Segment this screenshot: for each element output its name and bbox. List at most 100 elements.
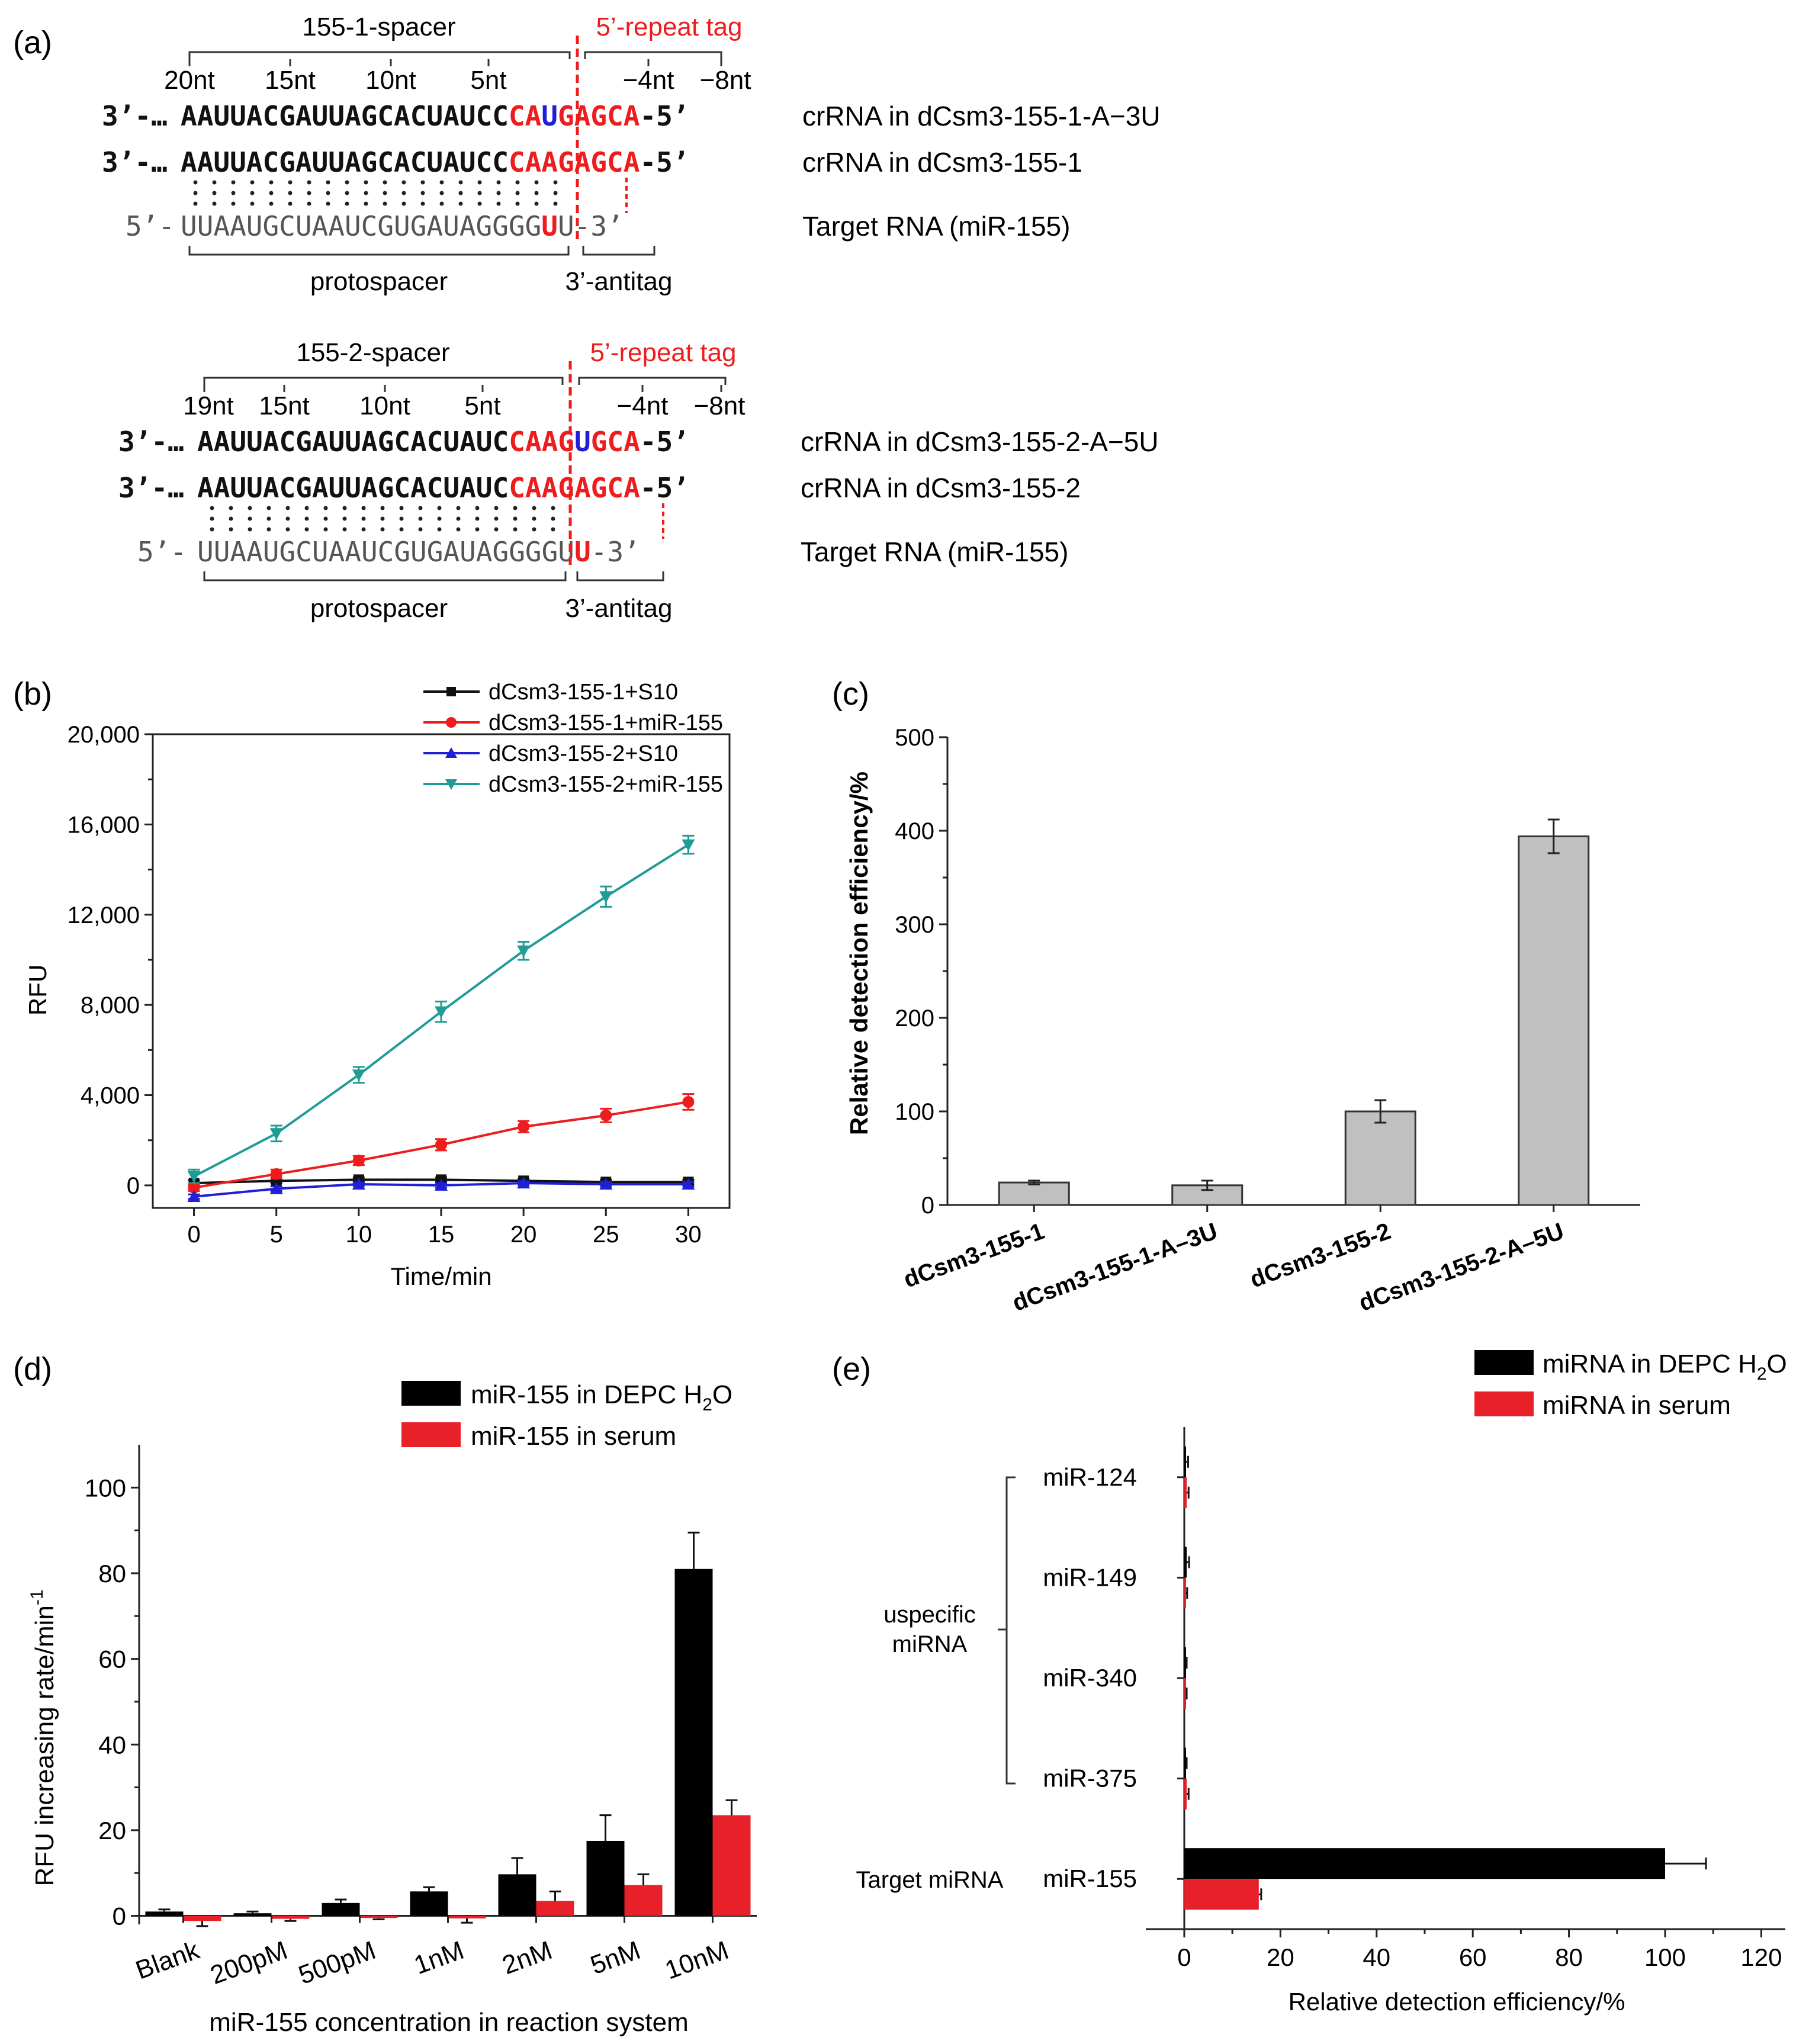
data-point xyxy=(187,1171,201,1183)
y-tick-label: miR-155 xyxy=(1043,1865,1137,1892)
base-pair-dot xyxy=(380,516,385,521)
base-pair-dot xyxy=(193,191,198,195)
bar xyxy=(322,1902,360,1916)
x-axis-title: Time/min xyxy=(390,1262,491,1290)
y-tick-label: miR-340 xyxy=(1043,1664,1137,1692)
y-tick-label: 40 xyxy=(98,1731,126,1759)
base-pair-dot xyxy=(210,506,214,510)
group-label-nonspecific: uspecific xyxy=(883,1602,976,1628)
x-axis-title: miR-155 concentration in reaction system xyxy=(209,2008,688,2037)
bar xyxy=(1184,1647,1186,1678)
legend-label: miRNA in DEPC H2O xyxy=(1543,1349,1787,1384)
bar xyxy=(410,1891,448,1916)
bar xyxy=(586,1840,625,1916)
base-pair-dot xyxy=(494,506,499,510)
crrna-sequence-row2: 3’-… AAUUACGAUUAGCACUAUCCCAAGAGCA-5’ xyxy=(102,146,689,178)
base-pair-dot xyxy=(399,506,404,510)
base-pair-dot xyxy=(229,506,233,510)
tick-label: 15nt xyxy=(259,391,310,420)
repeat-tag-label-top: 5’-repeat tag xyxy=(596,12,742,41)
y-tick-label: 80 xyxy=(98,1560,126,1587)
base-pair-dot xyxy=(248,506,252,510)
base-pair-dot xyxy=(456,506,461,510)
x-tick-label: 20 xyxy=(1267,1943,1294,1971)
base-pair-dot xyxy=(383,180,387,185)
x-tick-label: 25 xyxy=(593,1222,619,1248)
base-pair-dot xyxy=(532,506,536,510)
error-bar xyxy=(158,1908,171,1912)
base-pair-dot xyxy=(250,191,255,195)
data-point xyxy=(682,839,695,851)
bar xyxy=(145,1911,184,1916)
panel-d: (d) miR-155 in DEPC H2O miR-155 in serum… xyxy=(13,1351,757,2037)
base-pair-dot xyxy=(364,201,368,206)
y-tick-label: 100 xyxy=(85,1474,126,1502)
y-tick-label: 500 xyxy=(895,725,934,751)
legend-swatch-black xyxy=(1474,1350,1534,1375)
antitag-bracket-top xyxy=(582,246,656,256)
base-pair-dot xyxy=(323,516,328,521)
x-tick-label: 5nM xyxy=(587,1936,644,1980)
base-pair-dot xyxy=(212,201,217,206)
error-bar xyxy=(549,1890,561,1901)
base-pair-dot xyxy=(345,191,349,195)
error-bar xyxy=(1187,1486,1190,1499)
data-point xyxy=(187,1190,201,1202)
x-tick-label: 200pM xyxy=(207,1936,291,1990)
error-bar xyxy=(511,1857,523,1875)
x-tick-label: Blank xyxy=(132,1936,204,1985)
data-point xyxy=(599,891,613,904)
error-bar xyxy=(1187,1556,1190,1569)
base-pair-dot xyxy=(477,191,482,195)
protospacer-label-top: protospacer xyxy=(310,267,448,296)
data-point xyxy=(518,1120,530,1133)
base-pair-dot xyxy=(401,191,406,195)
base-pair-dot xyxy=(307,180,311,185)
y-axis-title: RFU xyxy=(24,965,52,1015)
crrna-name-row2: crRNA in dCsm3-155-2 xyxy=(801,473,1081,503)
bar xyxy=(712,1815,751,1916)
error-bar xyxy=(1185,1657,1188,1669)
base-pair-dot xyxy=(477,201,482,206)
base-pair-dot xyxy=(307,201,311,206)
y-axis-title: Relative detection efficiency/% xyxy=(845,772,873,1135)
base-pair-dot xyxy=(439,191,444,195)
base-pair-dot xyxy=(420,191,425,195)
protospacer-bracket-top xyxy=(188,246,570,256)
base-pair-dot xyxy=(458,191,463,195)
x-tick-label: 80 xyxy=(1555,1943,1583,1971)
base-pair-dot xyxy=(250,180,255,185)
base-pair-dot xyxy=(383,191,387,195)
base-pair-dot xyxy=(326,201,330,206)
error-bar xyxy=(284,1918,297,1922)
base-pair-dot xyxy=(212,191,217,195)
bar xyxy=(233,1913,272,1916)
base-pair-dot xyxy=(304,506,309,510)
base-pair-dot xyxy=(231,180,236,185)
group-label-target: Target miRNA xyxy=(856,1867,1004,1893)
crrna-sequence-row1: 3’-… AAUUACGAUUAGCACUAUCCCAUGAGCA-5’ xyxy=(102,100,689,132)
panel-e: (e) miRNA in DEPC H2O miRNA in serum 0 20… xyxy=(832,1349,1787,2016)
bar xyxy=(1518,835,1590,1206)
y-tick-label: 20 xyxy=(98,1817,126,1844)
y-axis-title: RFU increasing rate/min-1 xyxy=(27,1589,59,1886)
antitag-label-top: 3’-antitag xyxy=(565,267,672,296)
error-bar xyxy=(1374,1099,1387,1124)
base-pair-dot xyxy=(345,180,349,185)
data-point xyxy=(352,1155,365,1166)
y-tick-label: 0 xyxy=(921,1193,934,1219)
base-pair-dot xyxy=(307,191,311,195)
base-pair-dot xyxy=(551,506,555,510)
tick-label: 19nt xyxy=(183,391,234,420)
base-pair-dot xyxy=(285,506,290,510)
x-tick-label: 120 xyxy=(1740,1943,1782,1971)
tick-label: 5nt xyxy=(470,66,506,95)
legend-label: miR-155 in DEPC H2O xyxy=(471,1380,732,1415)
base-pair-dot xyxy=(399,516,404,521)
panel-b: (b) 0 4,000 8,000 12,000 16,000 20,000 0 5 10 15 2… xyxy=(13,676,731,1290)
error-bar xyxy=(1185,1587,1188,1599)
spacer-bracket-top xyxy=(188,51,571,59)
base-pair-dot xyxy=(399,527,404,532)
base-pair-dot xyxy=(361,516,366,521)
base-pair-dot xyxy=(475,516,480,521)
